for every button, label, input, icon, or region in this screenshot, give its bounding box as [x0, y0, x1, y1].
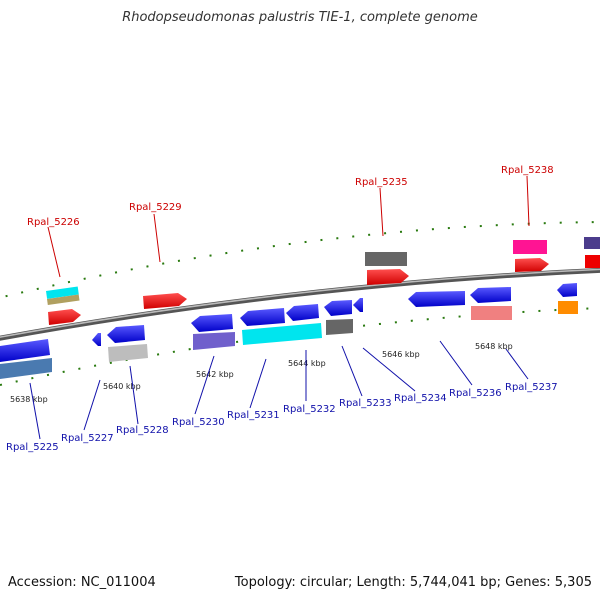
- gene-arrow-forward: [367, 269, 409, 285]
- tick-label: 5642 kbp: [196, 370, 234, 379]
- genome-backbone: [0, 267, 600, 341]
- gene-arrow-reverse: [107, 325, 145, 343]
- leader-line: [249, 358, 267, 409]
- leader-line: [83, 379, 101, 431]
- accession-text: Accession: NC_011004: [8, 575, 156, 590]
- leader-line: [29, 382, 41, 440]
- gene-block: [584, 237, 600, 249]
- gene-label-rpal-5228[interactable]: Rpal_5228: [116, 425, 169, 436]
- tick-label: 5644 kbp: [288, 359, 326, 368]
- gene-arrow-reverse: [470, 287, 511, 303]
- gene-label-rpal-5230[interactable]: Rpal_5230: [172, 417, 225, 428]
- gene-label-rpal-5226[interactable]: Rpal_5226: [27, 217, 80, 228]
- genome-summary-text: Topology: circular; Length: 5,744,041 bp…: [234, 575, 592, 590]
- gene-arrow-reverse: [286, 304, 319, 321]
- gene-label-rpal-5235[interactable]: Rpal_5235: [355, 177, 408, 188]
- gene-label-rpal-5233[interactable]: Rpal_5233: [339, 398, 392, 409]
- gene-block: [513, 240, 547, 254]
- tick-label: 5640 kbp: [103, 382, 141, 391]
- gene-block: [585, 255, 600, 268]
- tick-label: 5648 kbp: [475, 342, 513, 351]
- genome-title: Rhodopseudomonas palustris TIE-1, comple…: [122, 10, 478, 25]
- leader-line: [153, 213, 161, 263]
- leader-line: [362, 347, 416, 392]
- gene-label-rpal-5231[interactable]: Rpal_5231: [227, 410, 280, 421]
- leader-line: [439, 340, 473, 386]
- leader-line: [194, 355, 215, 415]
- leader-line: [505, 348, 529, 380]
- gene-arrow-reverse: [240, 308, 285, 326]
- gene-block: [242, 323, 322, 345]
- gene-block: [0, 358, 52, 379]
- gene-arrow-reverse: [191, 314, 233, 332]
- gene-label-rpal-5232[interactable]: Rpal_5232: [283, 404, 336, 415]
- gene-block: [45, 286, 79, 299]
- gene-arrow-forward: [515, 258, 549, 272]
- gene-label-rpal-5227[interactable]: Rpal_5227: [61, 433, 114, 444]
- gene-label-rpal-5238[interactable]: Rpal_5238: [501, 165, 554, 176]
- gene-label-rpal-5229[interactable]: Rpal_5229: [129, 202, 182, 213]
- gene-label-rpal-5225[interactable]: Rpal_5225: [6, 442, 59, 453]
- gene-block: [108, 344, 148, 362]
- leader-line: [341, 345, 363, 397]
- gene-arrow-reverse: [92, 333, 101, 346]
- genome-backbone-highlight: [0, 268, 600, 338]
- gene-arrow-reverse: [353, 298, 363, 312]
- gene-arrow-reverse: [324, 300, 352, 316]
- gene-label-rpal-5236[interactable]: Rpal_5236: [449, 388, 502, 399]
- gene-block: [46, 294, 80, 305]
- gene-label-rpal-5234[interactable]: Rpal_5234: [394, 393, 447, 404]
- leader-line: [47, 226, 61, 278]
- leader-line: [129, 365, 139, 425]
- gene-label-rpal-5237[interactable]: Rpal_5237: [505, 382, 558, 393]
- leader-line: [526, 175, 530, 227]
- tick-label: 5646 kbp: [382, 350, 420, 359]
- leader-line: [379, 187, 384, 237]
- gene-block: [193, 332, 235, 350]
- gene-arrow-reverse: [0, 339, 50, 362]
- gene-block: [558, 301, 578, 314]
- tick-label: 5638 kbp: [10, 395, 48, 404]
- gene-arrow-forward: [143, 293, 187, 309]
- gene-arrow-reverse: [408, 291, 465, 307]
- gene-arrow-forward: [48, 309, 81, 325]
- gene-block: [365, 252, 407, 266]
- gene-block: [471, 306, 512, 320]
- gene-block: [326, 319, 353, 335]
- gene-arrow-reverse: [557, 283, 577, 297]
